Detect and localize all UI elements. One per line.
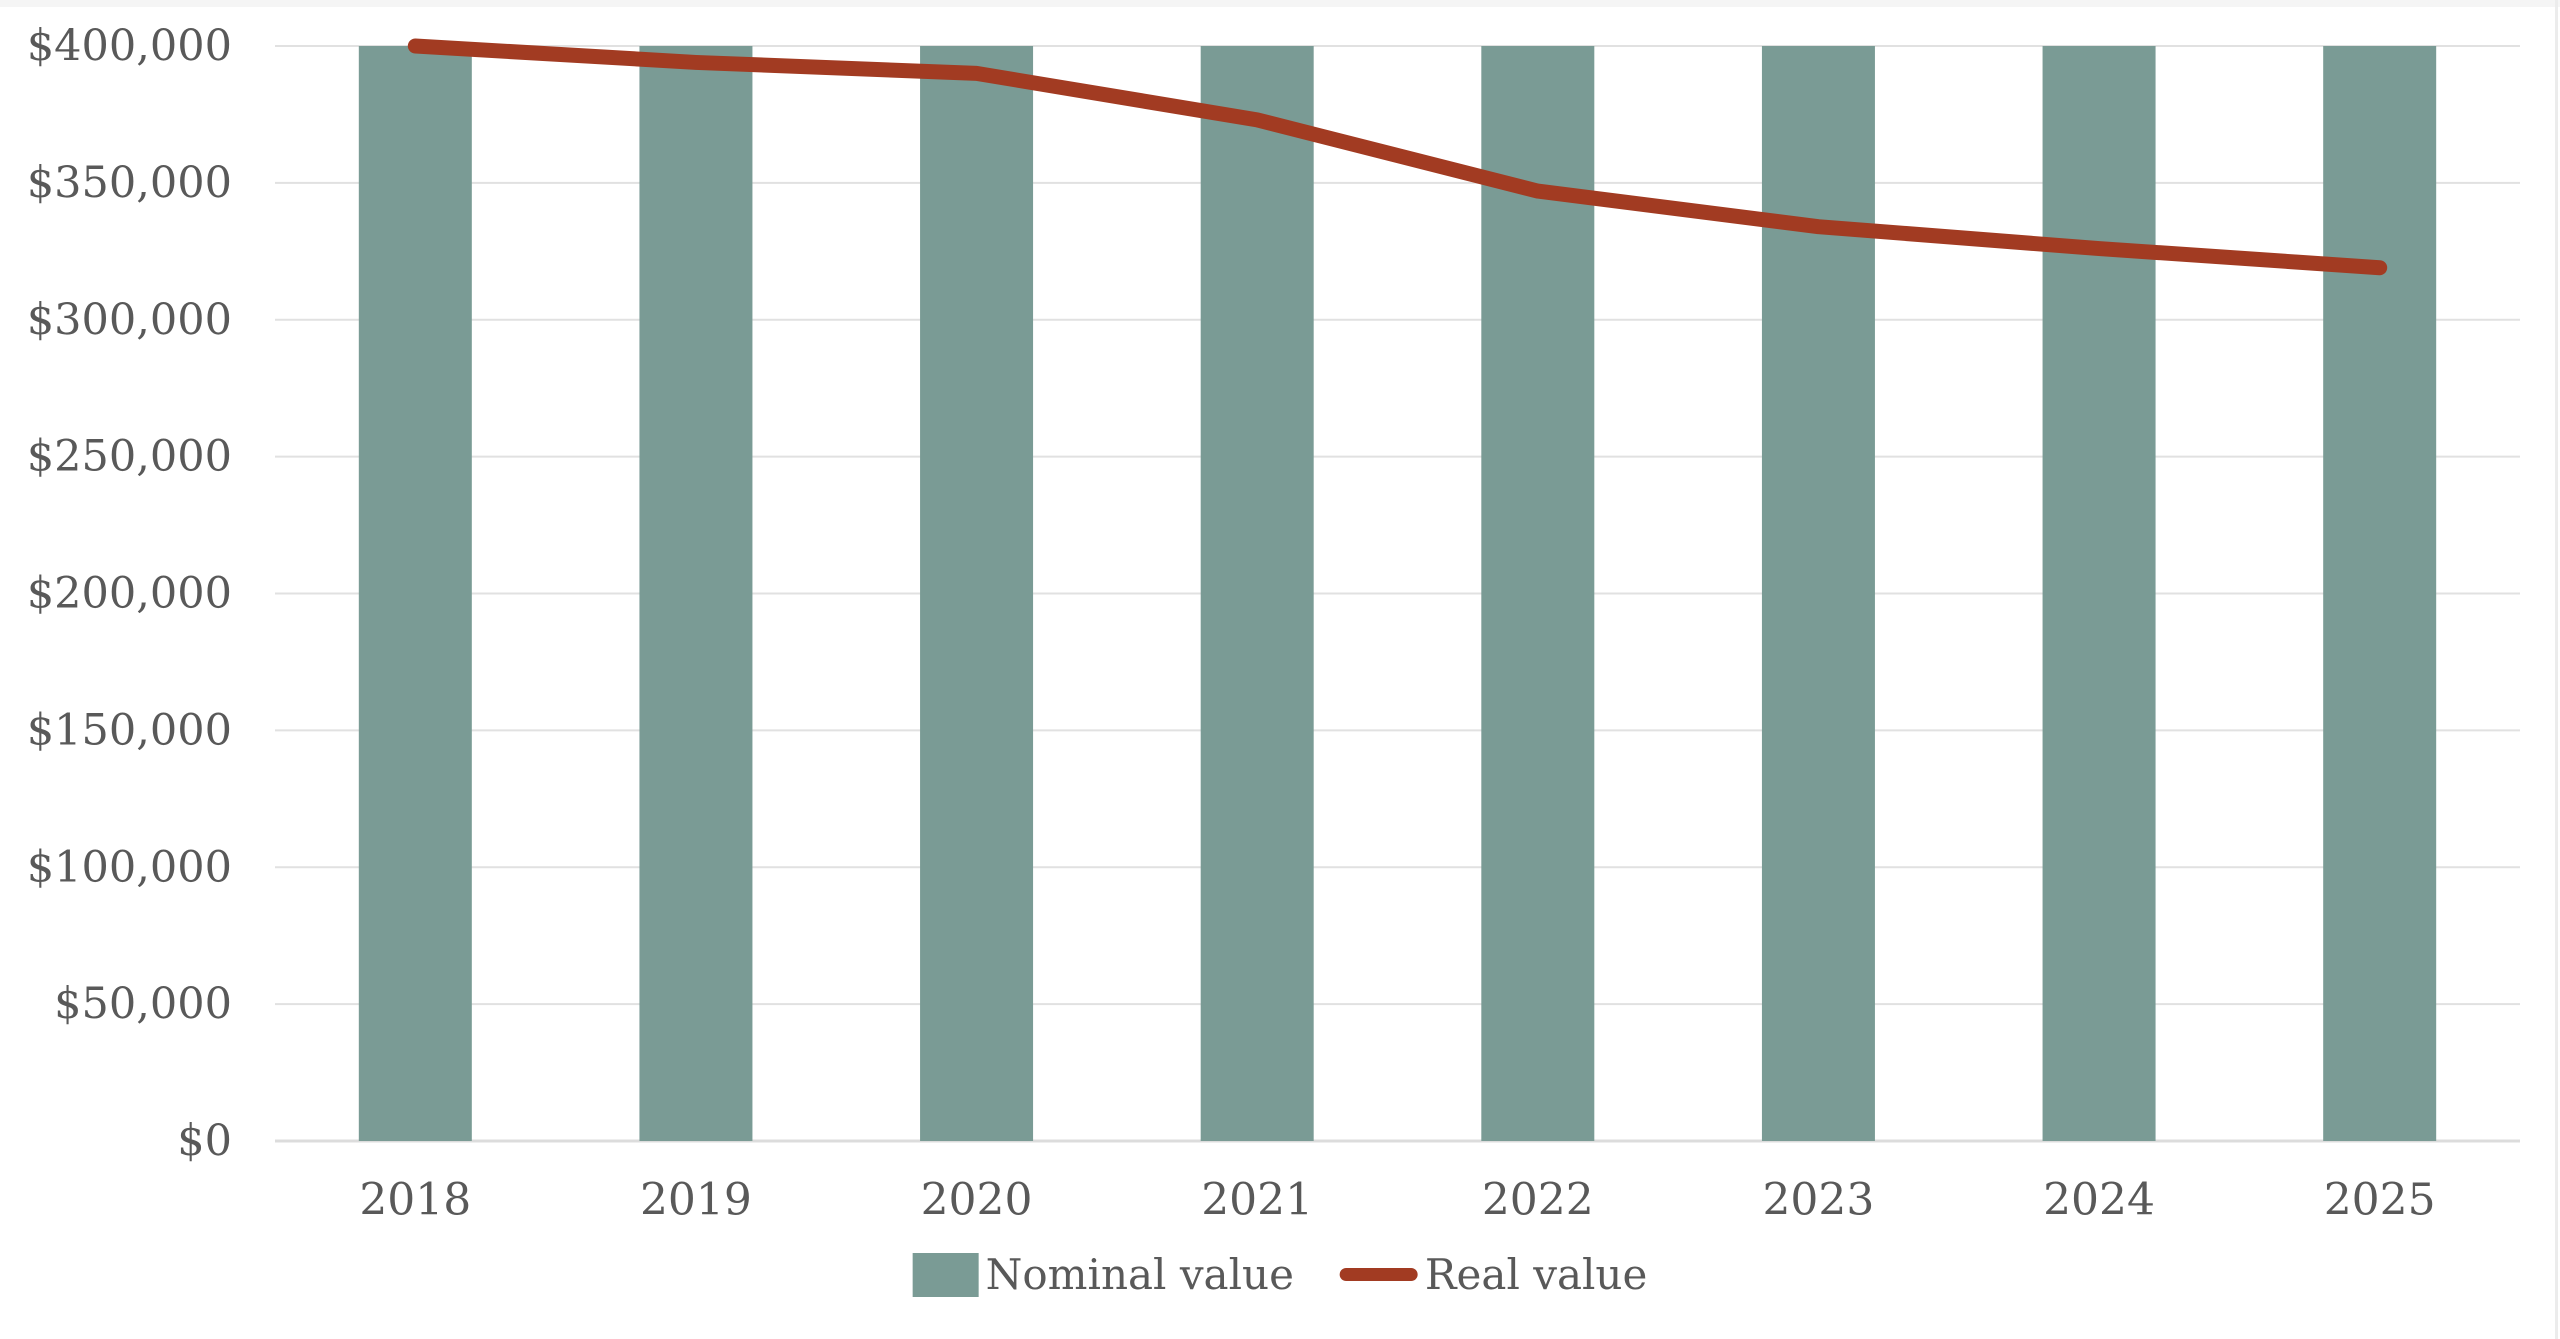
x-axis-tick-label: 2021 [1201, 1175, 1313, 1226]
y-axis-tick-label: $350,000 [27, 158, 232, 208]
legend-item-nominal-value: Nominal value [912, 1250, 1294, 1299]
y-axis-tick-label: $50,000 [54, 979, 232, 1029]
y-axis-tick-label: $150,000 [27, 705, 232, 755]
x-axis-tick-label: 2020 [921, 1175, 1033, 1226]
legend-label-nominal-value: Nominal value [985, 1250, 1294, 1299]
chart-legend: Nominal value Real value [912, 1250, 1648, 1299]
y-axis-tick-label: $300,000 [27, 295, 232, 345]
x-axis-tick-label: 2019 [640, 1175, 752, 1226]
legend-label-real-value: Real value [1424, 1250, 1648, 1299]
y-axis-tick-label: $0 [177, 1116, 232, 1166]
bar-2018 [358, 46, 472, 1141]
bar-2024 [2042, 46, 2156, 1141]
bar-2023 [1761, 46, 1875, 1141]
bar-2022 [1481, 46, 1595, 1141]
x-axis-tick-label: 2025 [2324, 1175, 2436, 1226]
right-edge-shade [2555, 0, 2558, 1339]
y-axis-tick-label: $100,000 [27, 842, 232, 892]
legend-item-real-value: Real value [1339, 1250, 1648, 1299]
y-axis-tick-label: $250,000 [27, 432, 232, 482]
bar-2019 [639, 46, 753, 1141]
legend-swatch-nominal-value [912, 1252, 979, 1297]
x-axis-tick-label: 2018 [359, 1175, 471, 1226]
x-axis-tick-label: 2022 [1482, 1175, 1594, 1226]
legend-swatch-real-value [1339, 1268, 1418, 1281]
top-edge-shade [0, 0, 2560, 7]
y-axis-tick-label: $400,000 [27, 21, 232, 71]
x-axis-tick-label: 2024 [2043, 1175, 2155, 1226]
y-axis-tick-label: $200,000 [27, 569, 232, 619]
bar-2020 [920, 46, 1034, 1141]
real-value-line [407, 38, 2388, 276]
bar-2025 [2323, 46, 2437, 1141]
x-axis-tick-label: 2023 [1762, 1175, 1874, 1226]
bar-2021 [1200, 46, 1314, 1141]
